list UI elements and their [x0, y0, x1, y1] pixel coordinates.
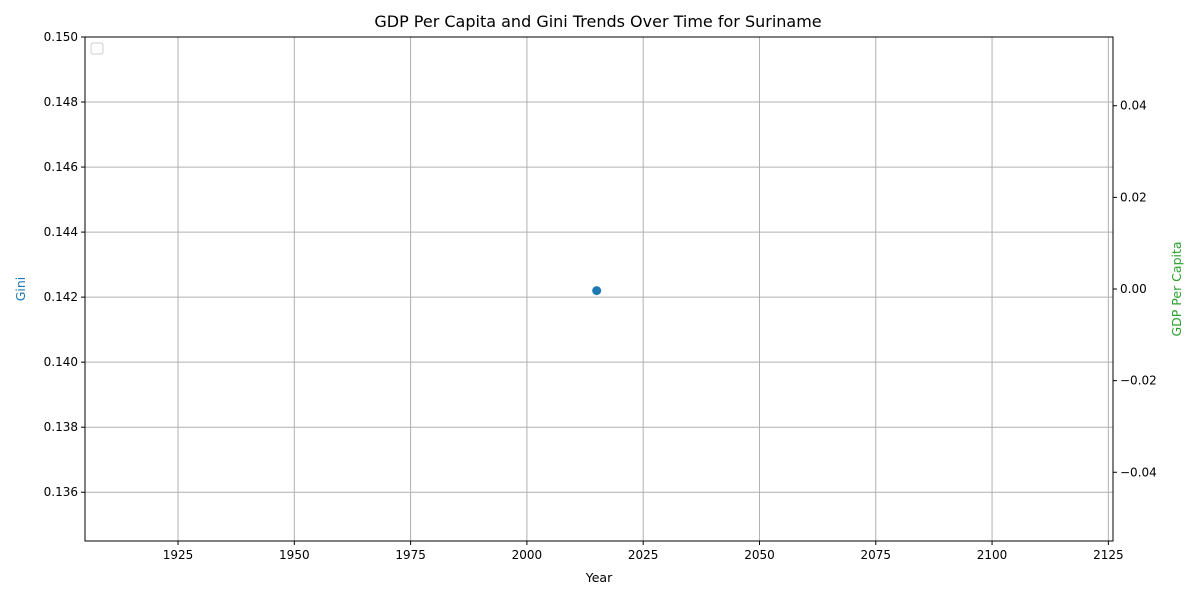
y-left-tick-label: 0.138	[44, 420, 78, 434]
y-right-tick-label: −0.02	[1120, 374, 1157, 388]
y-axis-label-right: GDP Per Capita	[1169, 241, 1184, 336]
x-axis-label: Year	[585, 570, 613, 585]
x-tick-label: 2025	[628, 548, 659, 562]
y-left-tick-label: 0.144	[44, 225, 78, 239]
y-left-tick-label: 0.148	[44, 95, 78, 109]
x-tick-label: 2100	[977, 548, 1008, 562]
x-tick-label: 2050	[744, 548, 775, 562]
y-left-tick-label: 0.136	[44, 485, 78, 499]
data-marks	[592, 286, 602, 296]
y-left-tick-label: 0.150	[44, 30, 78, 44]
data-point	[592, 286, 602, 296]
x-tick-label: 1925	[163, 548, 194, 562]
plot-frame	[84, 36, 1114, 542]
y-right-tick-label: −0.04	[1120, 465, 1157, 479]
x-tick-label: 2125	[1093, 548, 1124, 562]
chart-title: GDP Per Capita and Gini Trends Over Time…	[374, 12, 821, 31]
y-left-tick-label: 0.142	[44, 290, 78, 304]
y-left-tick-label: 0.146	[44, 160, 78, 174]
legend-box	[90, 42, 104, 55]
x-tick-label: 2000	[512, 548, 543, 562]
x-tick-label: 2075	[860, 548, 891, 562]
x-tick-label: 1950	[279, 548, 310, 562]
y-right-tick-label: 0.00	[1120, 282, 1147, 296]
y-left-tick-label: 0.140	[44, 355, 78, 369]
x-tick-label: 1975	[395, 548, 426, 562]
y-right-tick-label: 0.04	[1120, 99, 1147, 113]
y-axis-label-left: Gini	[13, 277, 28, 302]
y-right-tick-label: 0.02	[1120, 190, 1147, 204]
tick-marks: 1925 1950 1975 2000 2025 2050 2075 2100 2125 0.13…	[44, 30, 1157, 562]
